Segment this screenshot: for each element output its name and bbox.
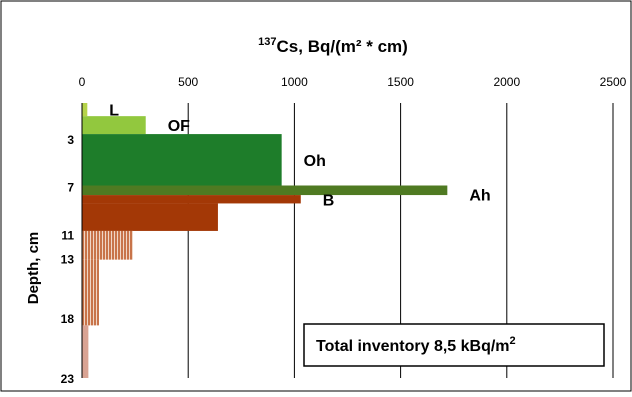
x-axis-ticks: 0 500 1000 1500 2000 2500 xyxy=(79,75,627,89)
bar xyxy=(82,103,88,117)
y-tick-label: 23 xyxy=(61,372,75,386)
title-superscript: 137 xyxy=(258,36,276,48)
bar-label: Ah xyxy=(469,187,490,204)
bar xyxy=(82,116,146,135)
y-tick-label: 3 xyxy=(67,133,74,147)
total-inventory-value: Total inventory 8,5 kBq/m xyxy=(316,338,510,355)
bar xyxy=(82,259,99,326)
bar-label: OF xyxy=(168,118,190,135)
bar-label: Oh xyxy=(304,153,326,170)
x-tick-label: 2000 xyxy=(493,75,520,89)
y-tick-label: 11 xyxy=(61,229,74,243)
y-axis-label: Depth, cm xyxy=(25,232,42,305)
total-inventory-text: Total inventory 8,5 kBq/m2 xyxy=(316,335,516,355)
y-tick-label: 7 xyxy=(67,181,74,195)
bar-label: L xyxy=(109,103,119,120)
title-text: Cs, Bq/(m² * cm) xyxy=(277,37,408,56)
total-inventory-superscript: 2 xyxy=(510,335,516,347)
chart-title: 137Cs, Bq/(m² * cm) xyxy=(258,36,408,56)
bars xyxy=(82,103,448,378)
bar-label: B xyxy=(323,192,335,209)
bar xyxy=(82,195,301,204)
bar xyxy=(82,203,218,231)
total-inventory-box: Total inventory 8,5 kBq/m2 xyxy=(303,323,605,367)
bar xyxy=(82,185,448,196)
y-axis-ticks: 3 7 11 13 18 23 xyxy=(61,133,75,386)
y-tick-label: 13 xyxy=(61,252,75,266)
x-tick-label: 2500 xyxy=(600,75,627,89)
bar xyxy=(82,230,133,260)
total-inventory-frame xyxy=(303,323,605,367)
bar xyxy=(82,134,282,186)
x-tick-label: 1500 xyxy=(387,75,414,89)
bar-labels: L OF Oh Ah B xyxy=(109,103,490,210)
y-tick-label: 18 xyxy=(61,312,75,326)
bar xyxy=(82,325,89,378)
x-tick-label: 500 xyxy=(178,75,198,89)
x-tick-label: 0 xyxy=(79,75,86,89)
x-tick-label: 1000 xyxy=(281,75,308,89)
